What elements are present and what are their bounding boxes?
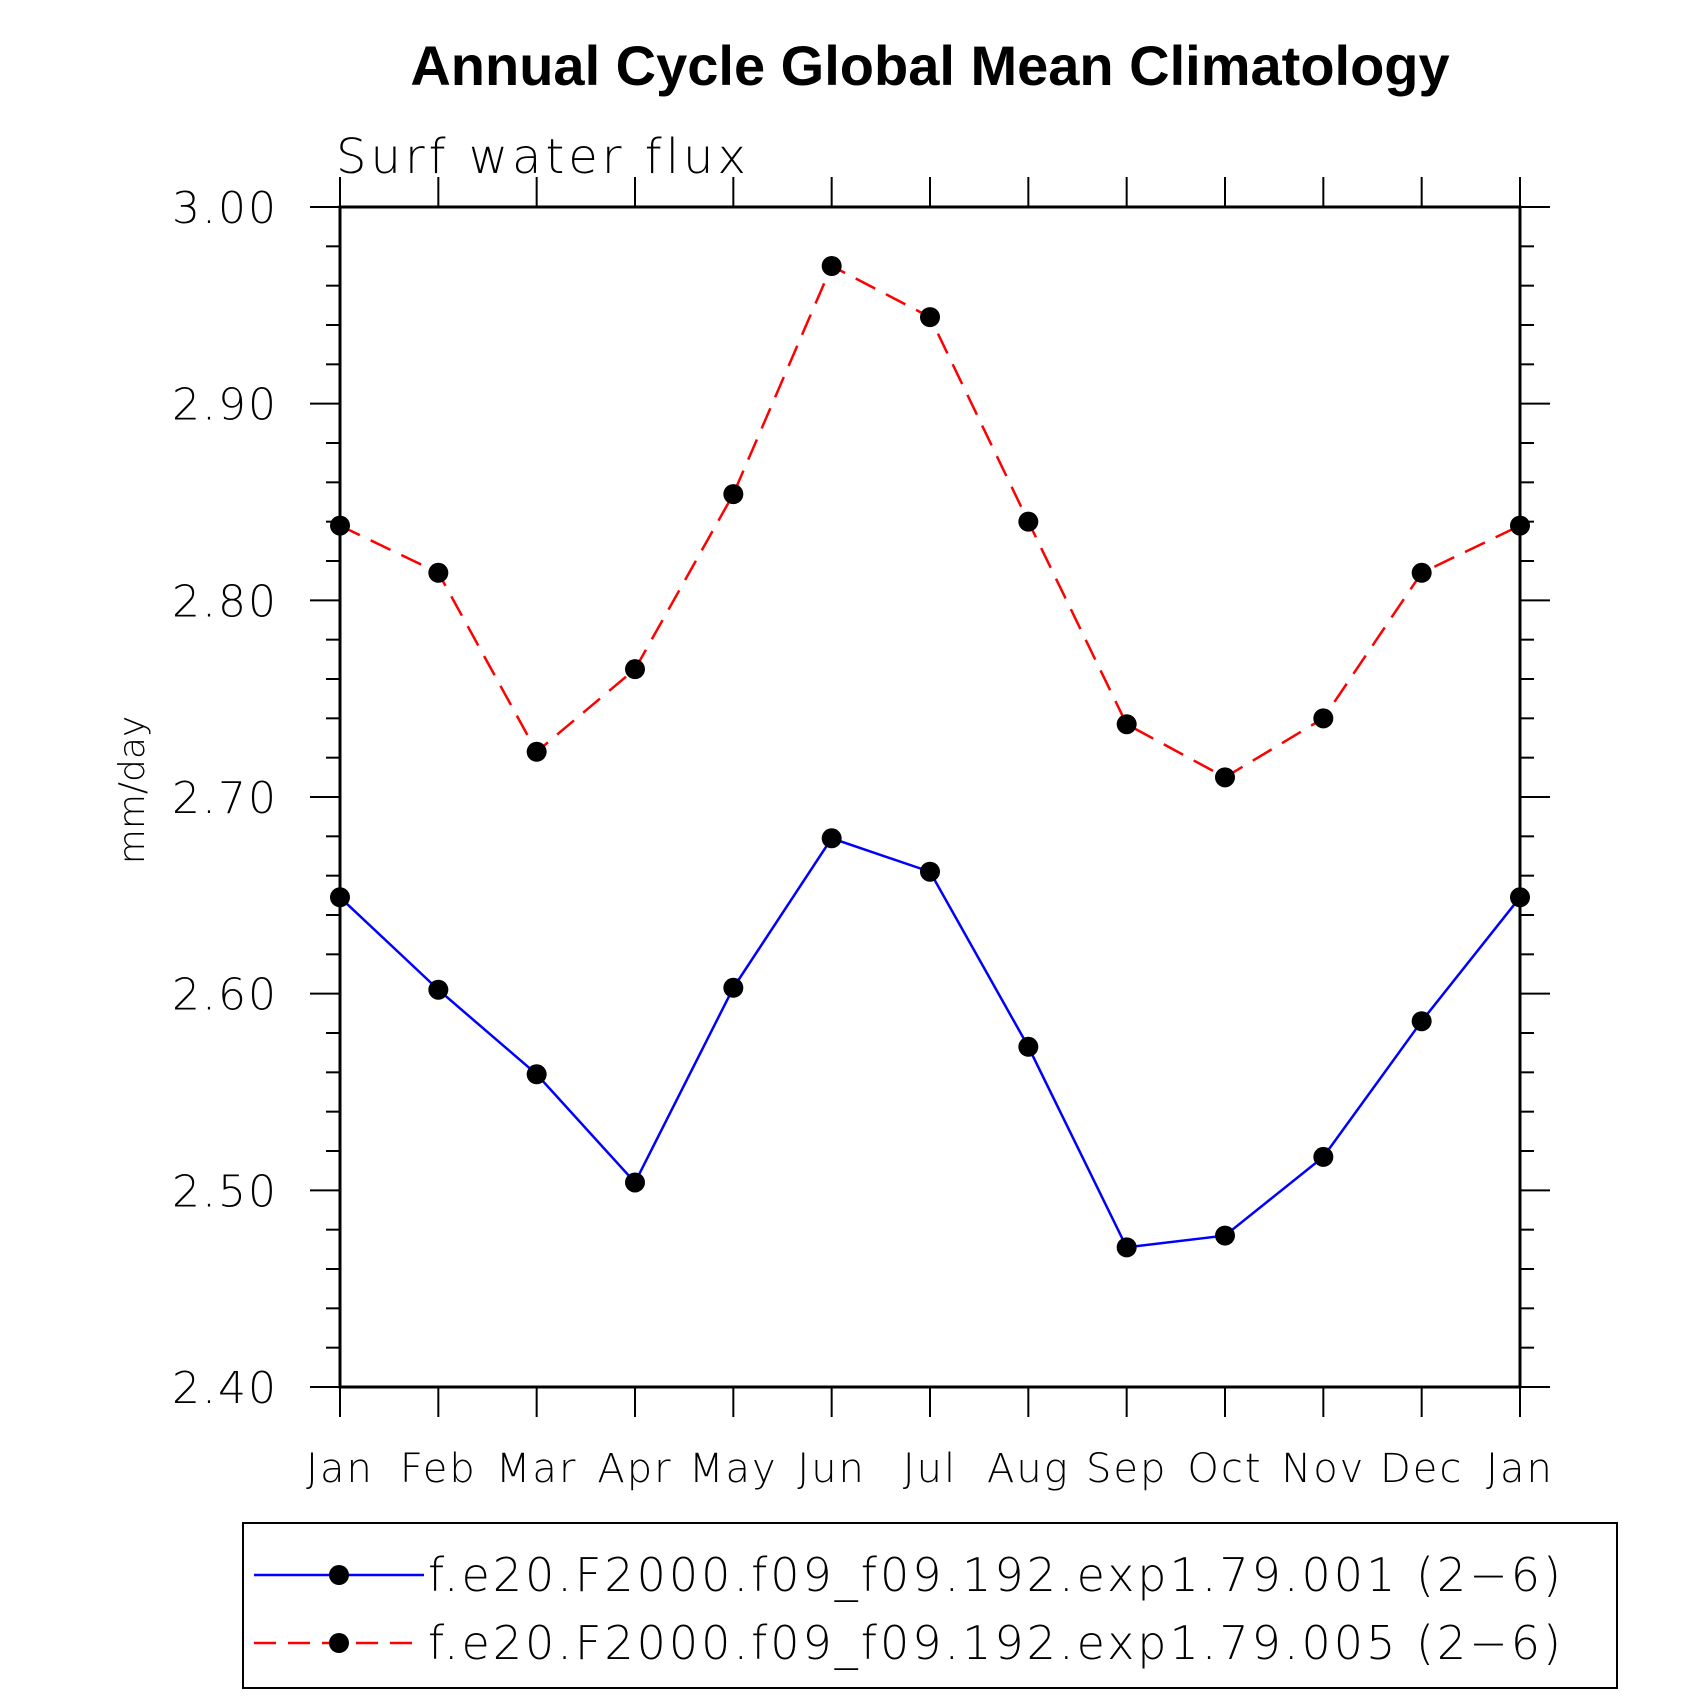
data-point: [821, 256, 842, 276]
legend-label: f.e20.F2000.f09_f09.192.exp1.79.001 (2−6…: [428, 1548, 1564, 1602]
data-point: [1215, 767, 1235, 788]
data-point: [428, 979, 449, 1000]
y-tick-label: 2.80: [172, 576, 278, 627]
x-tick-label: Nov: [1281, 1446, 1365, 1492]
x-tick-label: Apr: [597, 1446, 672, 1492]
data-point: [1411, 1011, 1432, 1032]
y-tick-label: 3.00: [172, 183, 278, 234]
legend-box: [242, 1522, 1618, 1689]
legend-label: f.e20.F2000.f09_f09.192.exp1.79.005 (2−6…: [428, 1616, 1564, 1670]
series-line: [339, 836, 1521, 1249]
x-tick-label: Oct: [1187, 1446, 1262, 1492]
series-line: [339, 264, 1521, 779]
legend: f.e20.F2000.f09_f09.192.exp1.79.001 (2−6…: [242, 1522, 1618, 1689]
x-tick-label: Jun: [797, 1446, 866, 1492]
data-point: [920, 861, 940, 882]
data-point: [526, 741, 547, 762]
data-point: [526, 1064, 547, 1085]
y-tick-label: 2.60: [172, 970, 278, 1021]
data-point: [723, 977, 744, 998]
x-tick-label: Jul: [903, 1446, 957, 1492]
data-point: [1018, 1036, 1039, 1057]
data-point: [1411, 562, 1432, 583]
x-tick-label: Jan: [306, 1446, 374, 1492]
y-tick-label: 2.90: [172, 380, 278, 431]
data-point: [1116, 714, 1137, 735]
data-point: [1018, 511, 1039, 532]
data-point: [1313, 1146, 1334, 1167]
data-point: [1215, 1225, 1235, 1246]
data-point: [428, 562, 449, 583]
y-tick-label: 2.40: [172, 1363, 278, 1414]
data-point: [821, 828, 842, 849]
data-point: [1116, 1237, 1137, 1258]
x-tick-label: Feb: [400, 1446, 477, 1492]
legend-marker: [329, 1633, 349, 1653]
x-tick-label: May: [689, 1446, 778, 1492]
legend-marker: [329, 1565, 349, 1585]
y-tick-label: 2.70: [172, 773, 278, 824]
plot-area: 2.40 2.50 2.60 2.70 2.80 2.90 3.00 Jan Feb Mar Apr…: [172, 177, 1554, 1492]
y-axis-label: mm/day: [112, 716, 153, 864]
x-tick-label: Mar: [496, 1446, 577, 1492]
data-point: [723, 484, 744, 505]
y-tick-label: 2.50: [172, 1166, 278, 1217]
x-tick-label: Sep: [1086, 1446, 1167, 1492]
x-tick-label: Aug: [987, 1446, 1070, 1492]
data-point: [625, 1172, 645, 1193]
plot-frame: [338, 205, 1522, 1389]
x-tick-label: Dec: [1380, 1446, 1463, 1492]
data-point: [1313, 708, 1334, 729]
data-point: [920, 307, 940, 328]
data-point: [625, 659, 645, 680]
x-tick-label: Jan: [1486, 1446, 1554, 1492]
chart-subtitle: Surf water flux: [336, 129, 750, 185]
chart-title: Annual Cycle Global Mean Climatology: [410, 34, 1449, 97]
